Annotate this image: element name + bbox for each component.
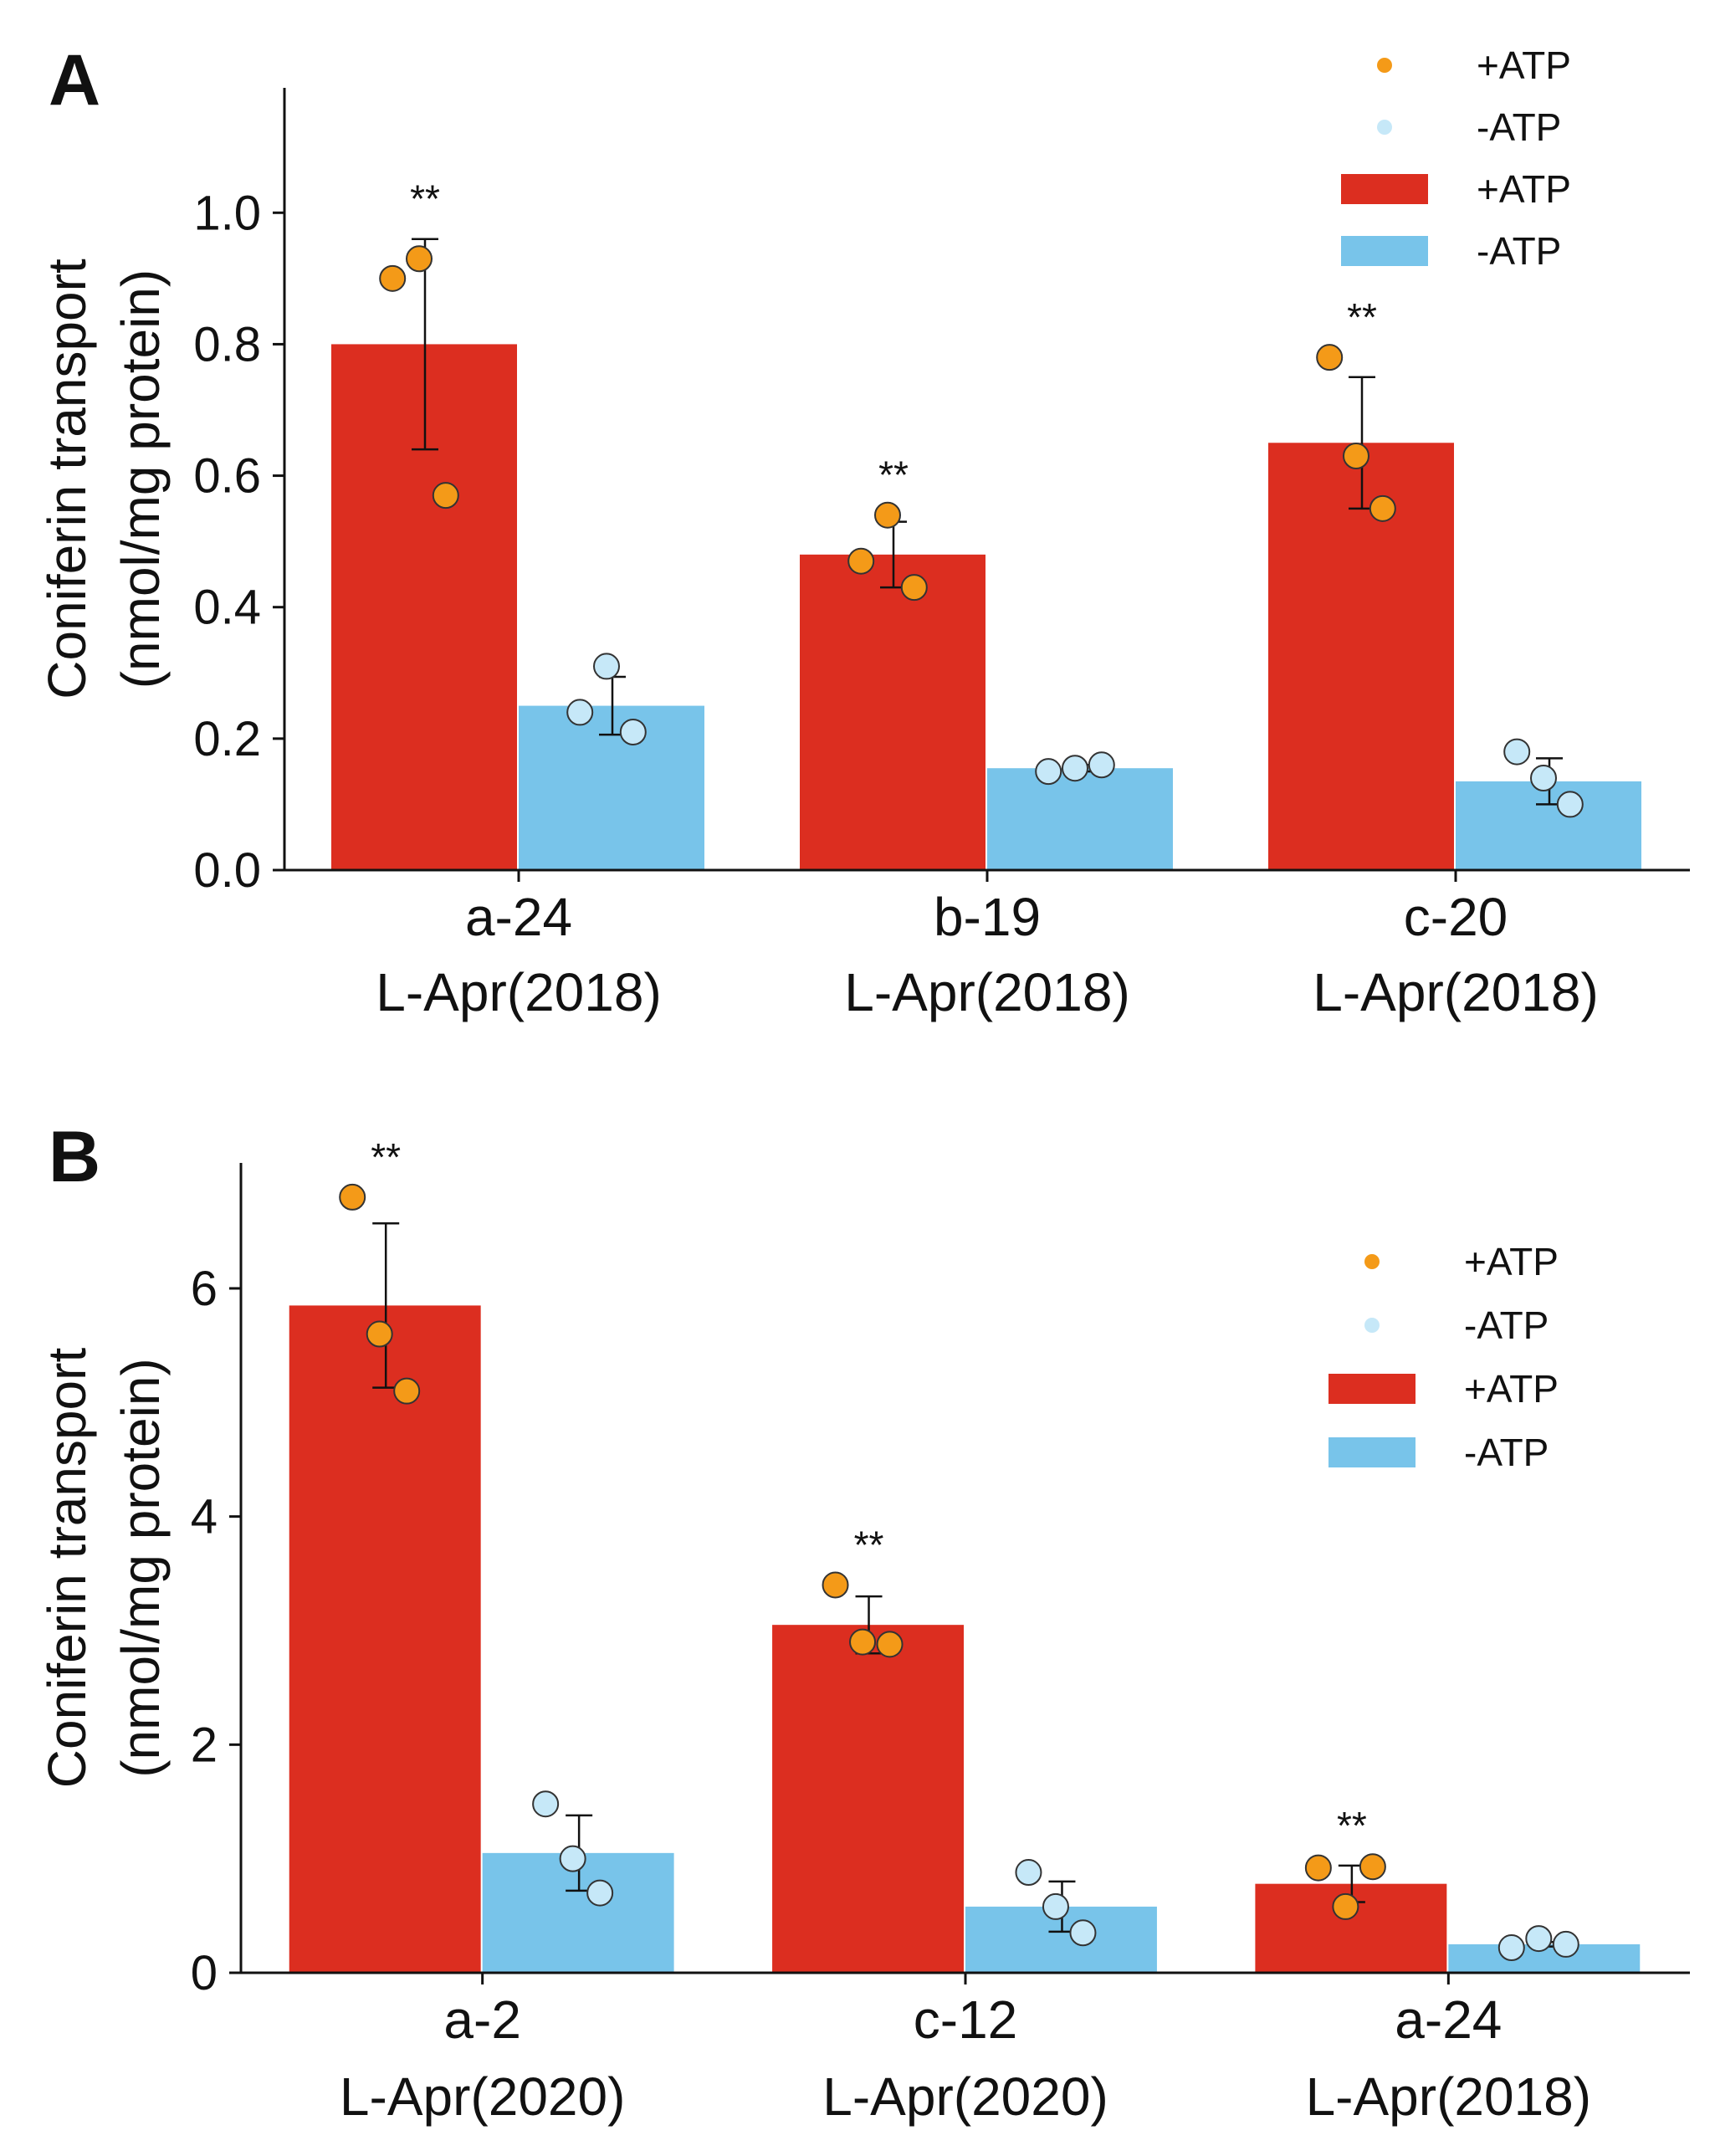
y-tick-label: 0.8 — [193, 317, 261, 371]
bar-plus-atp-2 — [800, 554, 985, 870]
bar-plus-atp-3 — [1268, 443, 1454, 870]
legend-bar-swatch-plus-atp — [1341, 174, 1428, 204]
y-tick-label: 1.0 — [193, 186, 261, 240]
data-point-minus-atp — [1062, 755, 1088, 782]
data-point-minus-atp — [1497, 1934, 1525, 1962]
legend-label: +ATP — [1477, 44, 1571, 87]
x-category-label-line2: L-Apr(2018) — [376, 962, 662, 1022]
panel-a: A Coniferin transport (nmol/mg protein) ** *… — [37, 40, 1690, 1022]
significance-marker: ** — [1347, 295, 1377, 339]
data-point-minus-atp — [619, 719, 647, 745]
legend-bar-swatch-minus-atp — [1341, 236, 1428, 266]
legend-bar-swatch-plus-atp — [1328, 1374, 1416, 1404]
legend-label: -ATP — [1464, 1303, 1549, 1347]
x-category-label-line1: a-2 — [443, 1990, 521, 2050]
significance-marker: ** — [371, 1135, 401, 1179]
data-point-plus-atp — [393, 1377, 421, 1405]
data-point-minus-atp — [1503, 738, 1531, 766]
data-point-plus-atp — [1332, 1892, 1359, 1920]
y-tick-label: 0.4 — [193, 581, 261, 635]
data-point-plus-atp — [1359, 1853, 1386, 1881]
y-tick-label: 0.2 — [193, 712, 261, 766]
data-point-minus-atp — [586, 1879, 614, 1907]
data-point-plus-atp — [406, 245, 433, 273]
x-category-label-line2: L-Apr(2020) — [822, 2066, 1108, 2127]
x-category-label-line1: c-20 — [1404, 887, 1508, 947]
data-point-plus-atp — [379, 264, 407, 292]
x-category-label-line1: a-24 — [465, 887, 572, 947]
data-point-minus-atp — [1530, 765, 1557, 791]
legend-point-swatch-plus-atp — [1364, 1254, 1380, 1269]
data-point-plus-atp — [1304, 1854, 1332, 1882]
data-point-minus-atp — [1552, 1930, 1579, 1958]
legend-point-swatch-minus-atp — [1364, 1318, 1380, 1333]
x-category-label-line1: a-24 — [1395, 1990, 1502, 2050]
error-bar-plus-atp-1 — [412, 238, 438, 451]
significance-marker: ** — [854, 1523, 884, 1566]
bar-minus-atp-2 — [987, 768, 1173, 870]
data-point-minus-atp — [1015, 1859, 1042, 1887]
data-point-minus-atp — [1042, 1892, 1069, 1920]
x-category-label-line2: L-Apr(2018) — [844, 962, 1130, 1022]
x-category-label-line1: b-19 — [934, 887, 1041, 947]
panel-label: B — [49, 1117, 100, 1197]
data-point-minus-atp — [593, 653, 620, 680]
y-axis-title-line2: (nmol/mg protein) — [110, 1358, 171, 1778]
data-point-minus-atp — [1556, 791, 1584, 818]
data-point-plus-atp — [432, 482, 459, 510]
y-axis-title-line1: Coniferin transport — [37, 1348, 97, 1789]
data-point-minus-atp — [566, 699, 594, 726]
data-point-minus-atp — [1525, 1925, 1553, 1953]
bar-plus-atp-1 — [289, 1305, 481, 1973]
data-point-minus-atp — [1088, 751, 1115, 779]
data-point-minus-atp — [1069, 1919, 1097, 1947]
legend-point-swatch-plus-atp — [1377, 58, 1392, 73]
data-point-minus-atp — [559, 1845, 586, 1872]
data-point-plus-atp — [849, 1628, 877, 1656]
data-point-plus-atp — [366, 1320, 393, 1348]
y-tick-label: 4 — [191, 1490, 218, 1544]
panel-b: B Coniferin transport (nmol/mg protein) ** *… — [37, 1117, 1690, 2127]
y-tick-label: 2 — [191, 1718, 218, 1772]
legend-label: +ATP — [1464, 1240, 1559, 1283]
y-axis-title-line1: Coniferin transport — [37, 259, 97, 699]
x-category-label-line2: L-Apr(2018) — [1313, 962, 1599, 1022]
legend: +ATP -ATP +ATP -ATP — [1341, 44, 1571, 273]
data-point-plus-atp — [1343, 443, 1369, 469]
data-point-plus-atp — [847, 547, 875, 575]
legend-label: -ATP — [1477, 229, 1561, 273]
data-point-minus-atp — [1035, 758, 1062, 786]
data-point-plus-atp — [1369, 494, 1396, 522]
significance-marker: ** — [878, 453, 909, 497]
data-point-plus-atp — [876, 1631, 904, 1658]
significance-marker: ** — [410, 177, 440, 221]
legend-label: +ATP — [1464, 1367, 1559, 1411]
bar-plus-atp-2 — [772, 1625, 964, 1973]
legend-label: +ATP — [1477, 167, 1571, 211]
legend-label: -ATP — [1477, 105, 1561, 149]
x-category-label-line1: c-12 — [914, 1990, 1018, 2050]
data-point-plus-atp — [874, 501, 901, 529]
data-point-plus-atp — [822, 1571, 849, 1599]
y-tick-label: 0.6 — [193, 449, 261, 504]
x-category-label-line2: L-Apr(2020) — [340, 2066, 626, 2127]
significance-marker: ** — [1337, 1804, 1367, 1847]
y-tick-label: 6 — [191, 1262, 218, 1316]
data-point-plus-atp — [1316, 344, 1344, 371]
data-point-plus-atp — [339, 1183, 366, 1211]
y-tick-label: 0.0 — [193, 843, 261, 898]
legend: +ATP -ATP +ATP -ATP — [1328, 1240, 1559, 1474]
y-axis-title-line2: (nmol/mg protein) — [110, 269, 171, 689]
legend-label: -ATP — [1464, 1431, 1549, 1474]
data-point-minus-atp — [532, 1790, 560, 1818]
panel-label: A — [49, 40, 100, 120]
data-point-plus-atp — [900, 574, 928, 602]
legend-bar-swatch-minus-atp — [1328, 1437, 1416, 1467]
x-category-label-line2: L-Apr(2018) — [1306, 2066, 1592, 2127]
y-tick-label: 0 — [191, 1946, 218, 2000]
legend-point-swatch-minus-atp — [1377, 120, 1392, 135]
